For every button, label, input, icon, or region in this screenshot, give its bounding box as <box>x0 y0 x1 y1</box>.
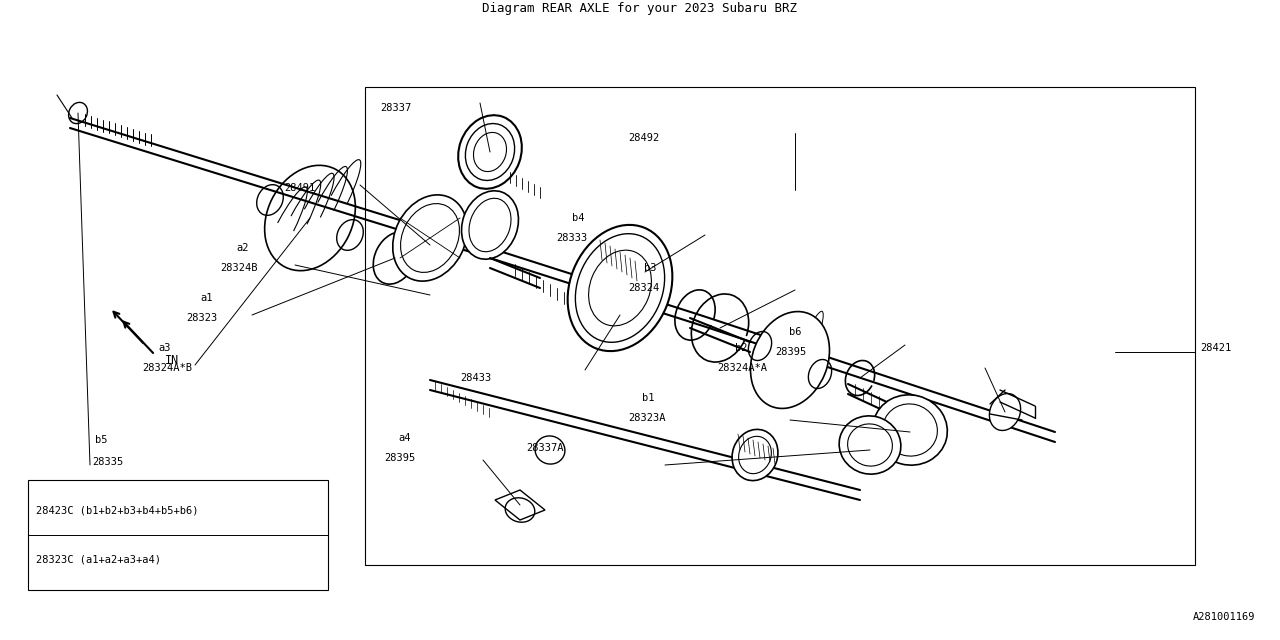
Text: 28433: 28433 <box>460 373 492 383</box>
Text: 28421: 28421 <box>1201 343 1231 353</box>
Text: a2: a2 <box>236 243 248 253</box>
Text: b3: b3 <box>644 263 657 273</box>
Bar <box>28 480 328 590</box>
Text: b4: b4 <box>572 213 585 223</box>
Text: 28337: 28337 <box>380 103 411 113</box>
Text: 28395: 28395 <box>774 347 806 357</box>
Text: 28323: 28323 <box>186 313 218 323</box>
Polygon shape <box>495 490 545 520</box>
Text: 28335: 28335 <box>92 457 123 467</box>
Text: b2: b2 <box>735 343 748 353</box>
Text: 28324A*A: 28324A*A <box>717 363 767 373</box>
Text: 28337A: 28337A <box>526 443 563 453</box>
Ellipse shape <box>393 195 467 281</box>
Text: 28324A*B: 28324A*B <box>142 363 192 373</box>
Text: A281001169: A281001169 <box>1193 612 1254 622</box>
Text: 28491: 28491 <box>284 183 315 193</box>
Text: a1: a1 <box>200 293 212 303</box>
Text: 28492: 28492 <box>628 133 659 143</box>
Ellipse shape <box>567 225 672 351</box>
Text: Diagram REAR AXLE for your 2023 Subaru BRZ: Diagram REAR AXLE for your 2023 Subaru B… <box>483 2 797 15</box>
Text: b6: b6 <box>788 327 801 337</box>
Ellipse shape <box>458 115 522 189</box>
Text: IN: IN <box>165 353 179 367</box>
Text: 28333: 28333 <box>556 233 588 243</box>
Text: 28395: 28395 <box>384 453 415 463</box>
Ellipse shape <box>750 312 829 408</box>
Text: b5: b5 <box>95 435 108 445</box>
Text: a3: a3 <box>157 343 170 353</box>
Ellipse shape <box>840 416 901 474</box>
Ellipse shape <box>732 429 778 481</box>
Ellipse shape <box>989 394 1020 431</box>
Text: 28324: 28324 <box>628 283 659 293</box>
Text: 28324B: 28324B <box>220 263 257 273</box>
Text: 28423C (b1+b2+b3+b4+b5+b6): 28423C (b1+b2+b3+b4+b5+b6) <box>36 506 198 516</box>
Ellipse shape <box>462 191 518 259</box>
Text: a4: a4 <box>398 433 411 443</box>
Text: 28323A: 28323A <box>628 413 666 423</box>
Text: b1: b1 <box>643 393 654 403</box>
Ellipse shape <box>873 395 947 465</box>
Text: 28323C (a1+a2+a3+a4): 28323C (a1+a2+a3+a4) <box>36 554 161 564</box>
